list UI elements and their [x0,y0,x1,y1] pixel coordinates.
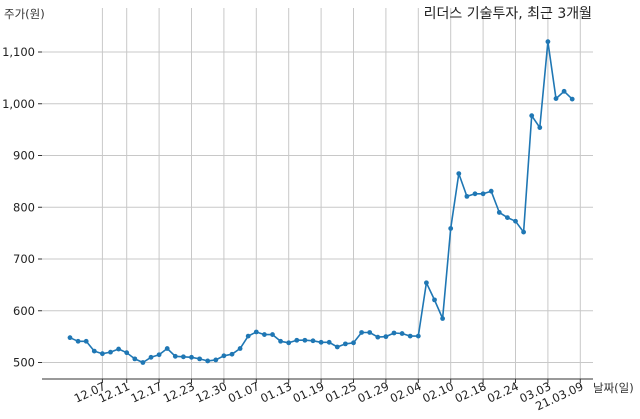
data-point [359,330,364,335]
y-axis-ticks: 500 600 700 800 900 1,000 1,100 [2,45,42,370]
data-point [432,297,437,303]
y-tick-label: 700 [13,252,35,266]
data-point [399,331,405,336]
data-point [221,353,227,359]
data-point [367,330,373,335]
data-point [245,333,251,339]
data-point [375,334,381,340]
horizontal-gridlines [42,51,593,363]
vertical-gridlines [101,8,581,379]
data-point [440,316,445,321]
data-point [351,340,356,346]
data-point [108,349,113,355]
data-point [561,88,567,94]
data-point [472,191,478,197]
data-point [318,339,324,345]
data-point [100,351,105,357]
data-point [140,360,146,365]
data-point [148,354,154,360]
x-tick-label: 12.17 [129,379,165,406]
x-tick-label: 01.13 [258,379,294,406]
x-tick-label: 01.07 [226,379,262,406]
y-tick-label: 1,000 [2,97,35,111]
x-tick-label: 12.30 [193,379,229,406]
data-point [480,191,486,197]
data-point [343,341,348,347]
data-point [294,337,300,343]
data-point [407,333,413,339]
x-tick-label: 02.24 [485,379,521,406]
data-point [488,188,494,194]
data-point [529,113,535,119]
data-point [456,171,462,177]
data-point [164,346,170,351]
data-point [132,356,138,362]
data-point [505,215,510,221]
data-point [513,218,518,224]
y-tick-label: 1,100 [2,45,35,59]
y-tick-label: 900 [13,149,35,163]
x-tick-label: 01.25 [323,379,359,406]
data-point [464,193,470,199]
data-point [83,338,89,344]
data-point [326,339,332,345]
x-tick-label: 01.29 [355,379,391,406]
x-axis-ticks: 12.0712.1112.1712.2312.3001.0701.1301.19… [72,379,586,413]
data-point [521,229,526,235]
chart-title: 리더스 기술투자, 최근 3개월 [424,6,592,22]
data-point [205,358,211,364]
data-point [270,332,275,337]
data-point [553,96,559,101]
data-point [278,338,283,344]
data-point [229,351,235,357]
data-point [253,329,259,335]
data-point [237,346,243,351]
data-point [124,350,130,356]
data-point [302,337,308,343]
data-point [181,354,186,360]
data-point [116,346,121,352]
data-point [156,352,162,358]
data-point [310,338,316,344]
data-point [537,125,543,130]
x-axis-label: 날짜(일) [593,381,634,395]
x-tick-label: 12.23 [161,379,197,406]
data-point [67,335,73,341]
y-tick-label: 500 [13,356,35,370]
data-point [496,210,502,215]
data-point [197,356,203,362]
y-tick-label: 600 [13,304,35,318]
data-point [189,354,194,360]
data-point [286,340,292,346]
data-point [172,353,178,359]
x-tick-label: 02.04 [388,379,424,406]
data-point [213,357,219,363]
x-tick-label: 02.10 [420,379,456,406]
data-point [334,344,340,350]
data-point [391,330,397,336]
data-point [262,332,267,337]
data-point [383,334,389,340]
data-point [75,338,81,344]
data-point [545,39,551,45]
data-point [415,333,421,339]
data-point [448,226,454,231]
data-point [424,280,429,286]
x-tick-label: 01.19 [291,379,327,406]
y-tick-label: 800 [13,200,35,214]
data-point [91,348,97,354]
data-point [569,96,575,102]
y-axis-label: 주가(원) [4,7,45,21]
x-tick-label: 02.18 [453,379,489,406]
price-series [67,39,575,365]
